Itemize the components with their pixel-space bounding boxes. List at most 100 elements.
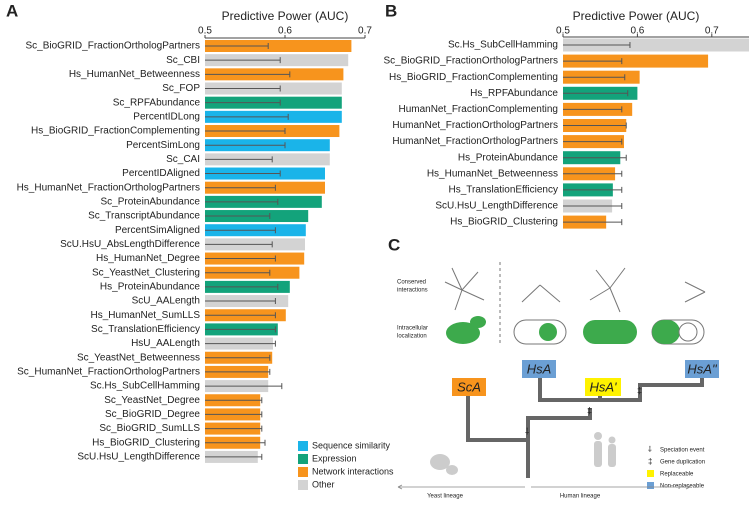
error-bar <box>205 241 273 248</box>
error-bar <box>205 269 271 276</box>
error-bar <box>205 227 276 234</box>
legend-swatch <box>298 467 308 477</box>
error-bar <box>563 138 623 145</box>
error-bar <box>563 42 631 48</box>
error-bar <box>205 439 266 446</box>
error-bar <box>205 383 283 390</box>
error-bar <box>205 184 276 191</box>
error-bar <box>205 283 279 290</box>
legend-label: Non-replaceable <box>660 484 705 490</box>
category-label: Sc_BioGRID_FractionOrthologPartners <box>383 56 558 67</box>
category-label: Sc_BioGRID_FractionOrthologPartners <box>25 41 200 52</box>
category-label: Hs_BioGRID_FractionComplementing <box>31 126 200 137</box>
category-label: Hs_BioGRID_FractionComplementing <box>389 72 558 83</box>
category-label: Sc_YeastNet_Clustering <box>92 267 200 278</box>
category-label: Sc_ProteinAbundance <box>100 197 200 208</box>
gene-box <box>452 378 486 396</box>
category-label: HumanNet_FractionOrthologPartners <box>392 120 558 131</box>
row-label: interactions <box>397 288 428 294</box>
error-bar <box>563 219 623 226</box>
error-bar <box>205 425 263 432</box>
axis-title: Predictive Power (AUC) <box>573 9 700 23</box>
error-bar <box>563 122 627 129</box>
panel-label: C <box>388 235 400 254</box>
category-label: HsU_AALength <box>131 338 200 349</box>
category-label: Hs_HumanNet_Betweenness <box>69 69 200 80</box>
legend-label: Expression <box>312 453 357 463</box>
error-bar <box>563 186 623 193</box>
gene-label: HsA" <box>687 361 718 376</box>
category-label: Sc_BioGRID_SumLLS <box>99 423 200 434</box>
x-tick-label: 0.5 <box>556 26 570 37</box>
axis-title: Predictive Power (AUC) <box>222 9 349 23</box>
error-bar <box>205 368 271 375</box>
category-label: Sc_TranslationEfficiency <box>91 324 200 335</box>
x-tick-label: 0.5 <box>198 26 212 37</box>
x-tick-label: 0.6 <box>278 26 292 37</box>
category-label: ScU.HsU_AbsLengthDifference <box>60 239 200 250</box>
bar <box>563 54 709 68</box>
error-bar <box>205 71 291 78</box>
category-label: Hs_HumanNet_SumLLS <box>91 310 201 321</box>
category-label: ScU.HsU_LengthDifference <box>77 452 200 463</box>
error-bar <box>205 213 271 220</box>
error-bar <box>563 90 629 97</box>
category-label: PercentSimAligned <box>115 225 200 236</box>
gene-box <box>685 360 719 378</box>
error-bar <box>563 154 627 161</box>
legend-swatch <box>298 441 308 451</box>
category-label: ScU.HsU_LengthDifference <box>435 201 558 212</box>
category-label: Hs_BioGRID_Clustering <box>92 437 200 448</box>
category-label: Hs_BioGRID_Clustering <box>450 217 558 228</box>
lineage-label: Human lineage <box>560 494 601 500</box>
error-bar <box>205 255 276 262</box>
category-label: ScU_AALength <box>132 296 200 307</box>
error-bar <box>563 106 623 113</box>
row-label: localization <box>397 334 427 340</box>
category-label: PercentIDLong <box>133 111 200 122</box>
error-bar <box>205 354 271 361</box>
legend-label: Sequence similarity <box>312 440 391 450</box>
gene-label: HsA <box>527 361 552 376</box>
trees <box>444 262 706 345</box>
silhouettes <box>430 432 616 475</box>
error-bar <box>205 156 273 163</box>
legend-swatch <box>298 454 308 464</box>
svg-text:‡: ‡ <box>587 405 592 415</box>
legend-swatch <box>647 482 654 489</box>
error-bar <box>205 340 276 347</box>
error-bar <box>205 99 281 106</box>
row-label: Conserved <box>397 280 426 286</box>
error-bar <box>205 57 281 64</box>
event-marks: ⸸ ‡ ‡ ⸸ ‡ <box>525 385 652 466</box>
category-label: Sc.Hs_SubCellHamming <box>90 381 200 392</box>
diagram: C Conserved interactions Intracellular l… <box>388 235 719 500</box>
category-label: Sc_CAI <box>166 154 200 165</box>
legend-swatch <box>298 480 308 490</box>
row-label: Intracellular <box>397 326 428 332</box>
panel-label: A <box>6 1 18 20</box>
error-bar <box>563 203 623 209</box>
x-tick-label: 0.7 <box>705 26 719 37</box>
category-label: Sc_TranscriptAbundance <box>88 211 200 222</box>
lineage-label: Yeast lineage <box>427 494 463 500</box>
svg-text:‡: ‡ <box>637 385 642 395</box>
category-label: Sc_HumanNet_FractionOrthologPartners <box>17 367 200 378</box>
error-bar <box>205 128 286 135</box>
category-label: Hs_HumanNet_Betweenness <box>427 168 558 179</box>
error-bar <box>563 170 623 177</box>
svg-text:‡: ‡ <box>648 457 652 466</box>
svg-text:⸸: ⸸ <box>525 426 529 436</box>
phylogeny <box>466 378 704 478</box>
error-bar <box>205 312 276 319</box>
legend-label: Speciation event <box>660 448 705 454</box>
gene-label: ScA <box>457 379 481 394</box>
lineage-arrows <box>397 484 691 490</box>
error-bar <box>205 113 289 120</box>
error-bar <box>563 58 623 65</box>
category-label: Sc_CBI <box>166 55 200 66</box>
legend-swatch <box>647 470 654 477</box>
cells <box>446 316 705 345</box>
category-label: PercentSimLong <box>126 140 200 151</box>
